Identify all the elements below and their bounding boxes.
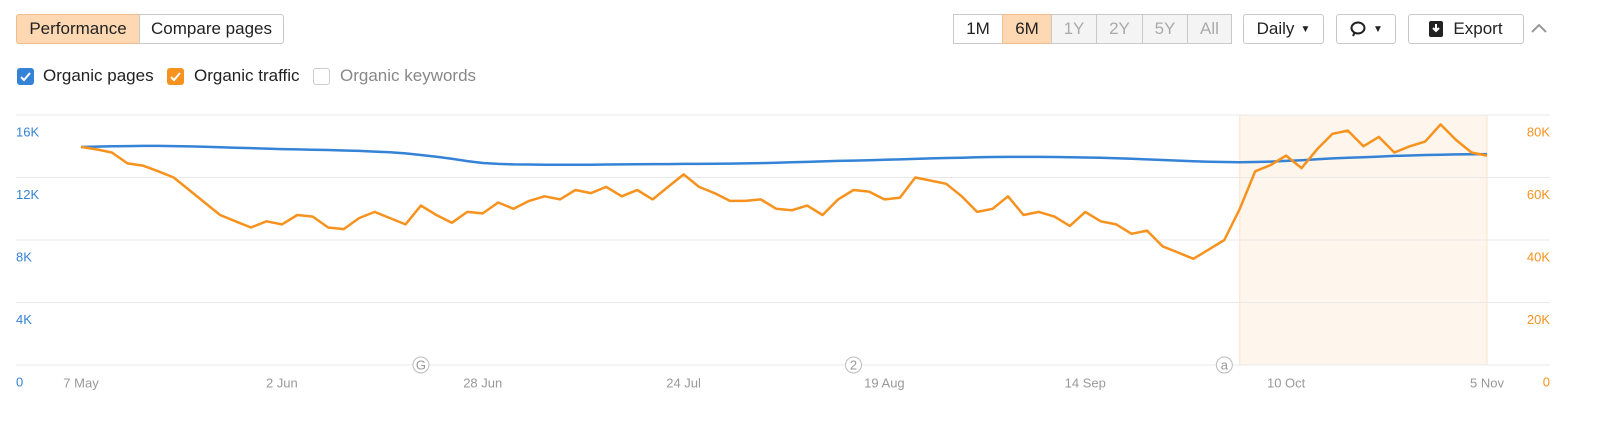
annotation-label: 2	[850, 357, 857, 372]
annotation-marker	[412, 356, 430, 374]
checkbox[interactable]	[313, 68, 330, 85]
annotation-label: G	[416, 357, 426, 372]
line-series	[80, 144, 1488, 167]
checkbox[interactable]	[167, 68, 184, 85]
range-button[interactable]: 1M	[953, 14, 1003, 44]
y2-tick-label: 0	[1543, 374, 1550, 389]
x-tick-label: 7 May	[63, 375, 99, 390]
annotation-marker	[1215, 356, 1233, 374]
interval-dropdown[interactable]: Daily ▼	[1243, 14, 1324, 44]
y2-tick-label: 20K	[1527, 312, 1550, 327]
annotation-marker	[845, 356, 863, 374]
x-tick-label: 2 Jun	[266, 375, 298, 390]
checkbox[interactable]	[17, 68, 34, 85]
legend-label[interactable]: Organic keywords	[340, 66, 477, 85]
annotation-label: a	[1221, 357, 1229, 372]
y2-tick-label: 80K	[1527, 124, 1550, 139]
legend-label[interactable]: Organic traffic	[194, 66, 300, 85]
y-tick-label: 16K	[16, 124, 39, 139]
y2-tick-label: 40K	[1527, 249, 1550, 264]
x-tick-label: 5 Nov	[1470, 375, 1504, 390]
caret: ▼	[1373, 23, 1383, 35]
x-tick-label: 28 Jun	[463, 375, 502, 390]
x-tick-label: 10 Oct	[1267, 375, 1306, 390]
comment-icon	[1350, 21, 1366, 37]
range-button[interactable]: 6M	[1002, 14, 1052, 44]
range-button[interactable]: All	[1187, 14, 1232, 44]
y-tick-label: 4K	[16, 312, 32, 327]
x-tick-label: 19 Aug	[864, 375, 905, 390]
interval-label: Daily	[1256, 19, 1295, 38]
export-icon	[1429, 21, 1444, 37]
line-series	[80, 123, 1488, 261]
legend-label[interactable]: Organic pages	[43, 66, 154, 85]
collapse-icon[interactable]	[1531, 22, 1547, 34]
y-tick-label: 0	[16, 374, 23, 389]
caret: ▼	[1300, 23, 1311, 35]
x-tick-label: 24 Jul	[666, 375, 701, 390]
range-button[interactable]: 1Y	[1051, 14, 1097, 44]
annotation-dropdown[interactable]: ▼	[1336, 14, 1396, 44]
range-button[interactable]: 5Y	[1142, 14, 1188, 44]
export-button[interactable]: Export	[1408, 14, 1524, 44]
y-tick-label: 12K	[16, 187, 39, 202]
y2-tick-label: 60K	[1527, 187, 1550, 202]
y-tick-label: 8K	[16, 249, 32, 264]
tab[interactable]: Performance	[16, 14, 140, 44]
tab[interactable]: Compare pages	[139, 14, 284, 44]
export-label: Export	[1453, 19, 1503, 38]
range-button[interactable]: 2Y	[1096, 14, 1143, 44]
x-tick-label: 14 Sep	[1065, 375, 1106, 390]
